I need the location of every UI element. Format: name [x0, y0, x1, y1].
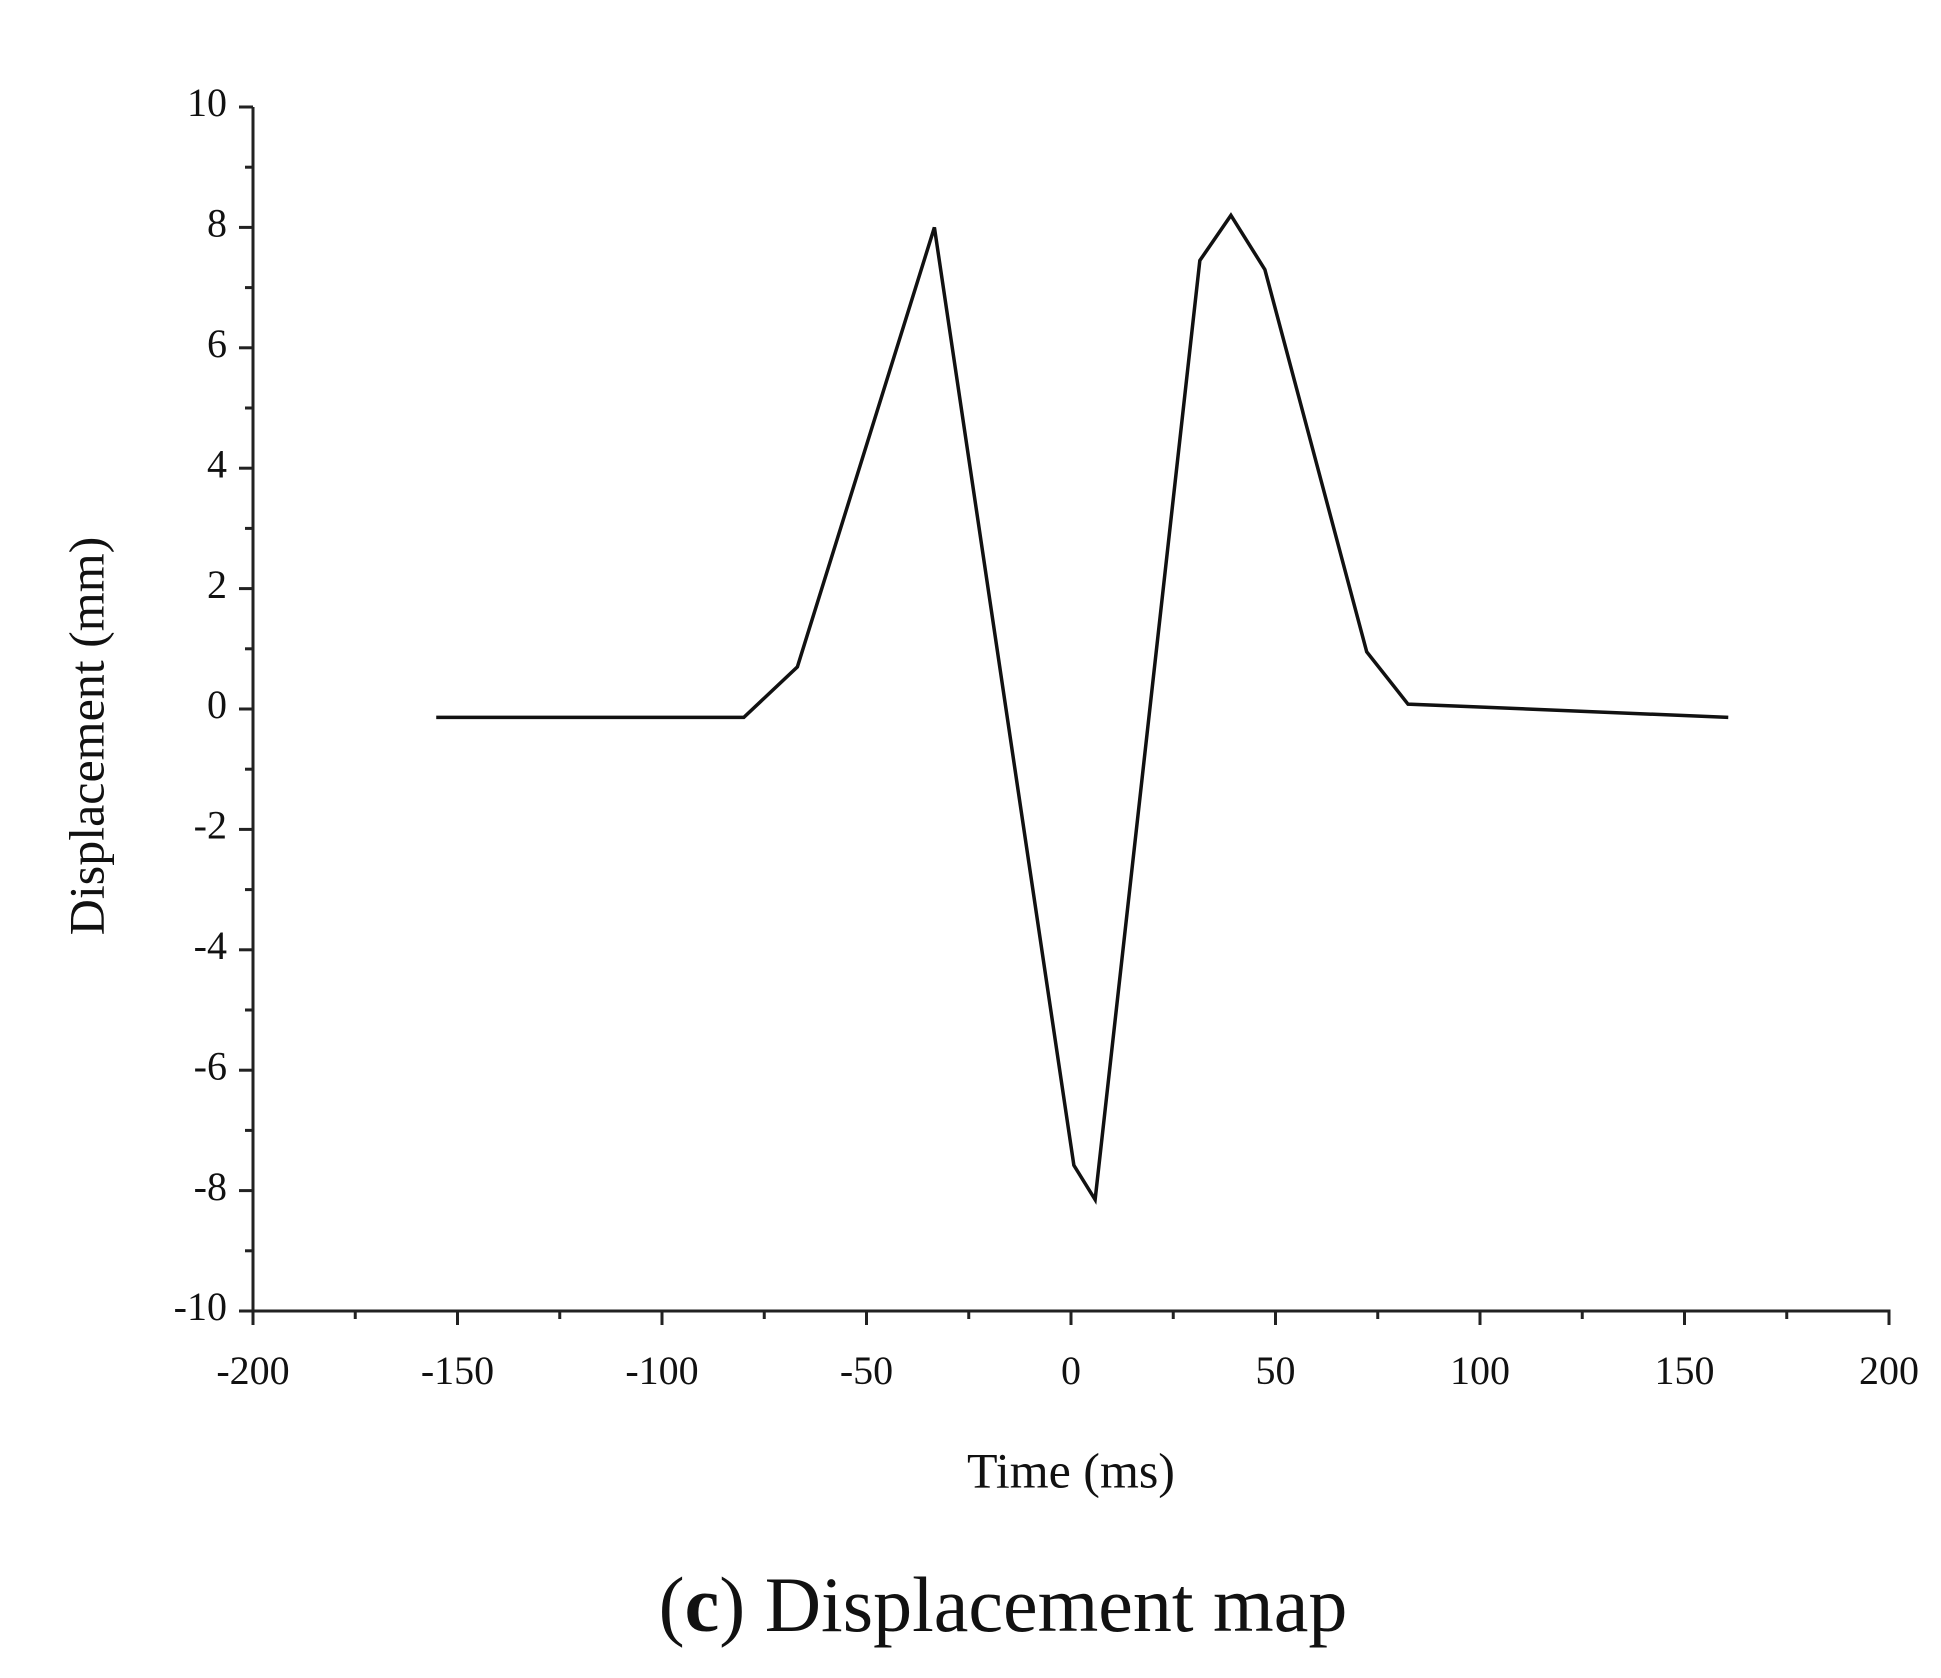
y-tick-label: 2	[207, 562, 227, 607]
y-tick-label: -6	[194, 1043, 227, 1088]
y-tick-label: 6	[207, 321, 227, 366]
caption-part: ) Displacement map	[719, 1561, 1347, 1648]
x-axis-label: Time (ms)	[967, 1442, 1175, 1498]
x-tick-label: 200	[1859, 1348, 1919, 1393]
x-tick-label: -200	[216, 1348, 289, 1393]
y-tick-label: -10	[174, 1284, 227, 1329]
y-tick-label: 8	[207, 201, 227, 246]
y-tick-label: 0	[207, 682, 227, 727]
y-tick-label: 10	[187, 80, 227, 125]
y-tick-label: -8	[194, 1164, 227, 1209]
y-tick-label: 4	[207, 441, 227, 486]
x-tick-label: 50	[1256, 1348, 1296, 1393]
x-tick-label: -100	[625, 1348, 698, 1393]
y-tick-label: -2	[194, 803, 227, 848]
data-line	[436, 212, 1729, 1205]
caption-part: (	[659, 1561, 685, 1648]
caption-part: c	[685, 1561, 720, 1648]
y-axis-label: Displacement (mm)	[58, 537, 114, 936]
x-tick-label: -150	[421, 1348, 494, 1393]
caption: (c) Displacement map	[659, 1561, 1348, 1648]
x-tick-label: -50	[840, 1348, 893, 1393]
x-tick-label: 0	[1061, 1348, 1081, 1393]
x-tick-label: 100	[1450, 1348, 1510, 1393]
x-tick-label: 150	[1655, 1348, 1715, 1393]
y-tick-label: -4	[194, 923, 227, 968]
